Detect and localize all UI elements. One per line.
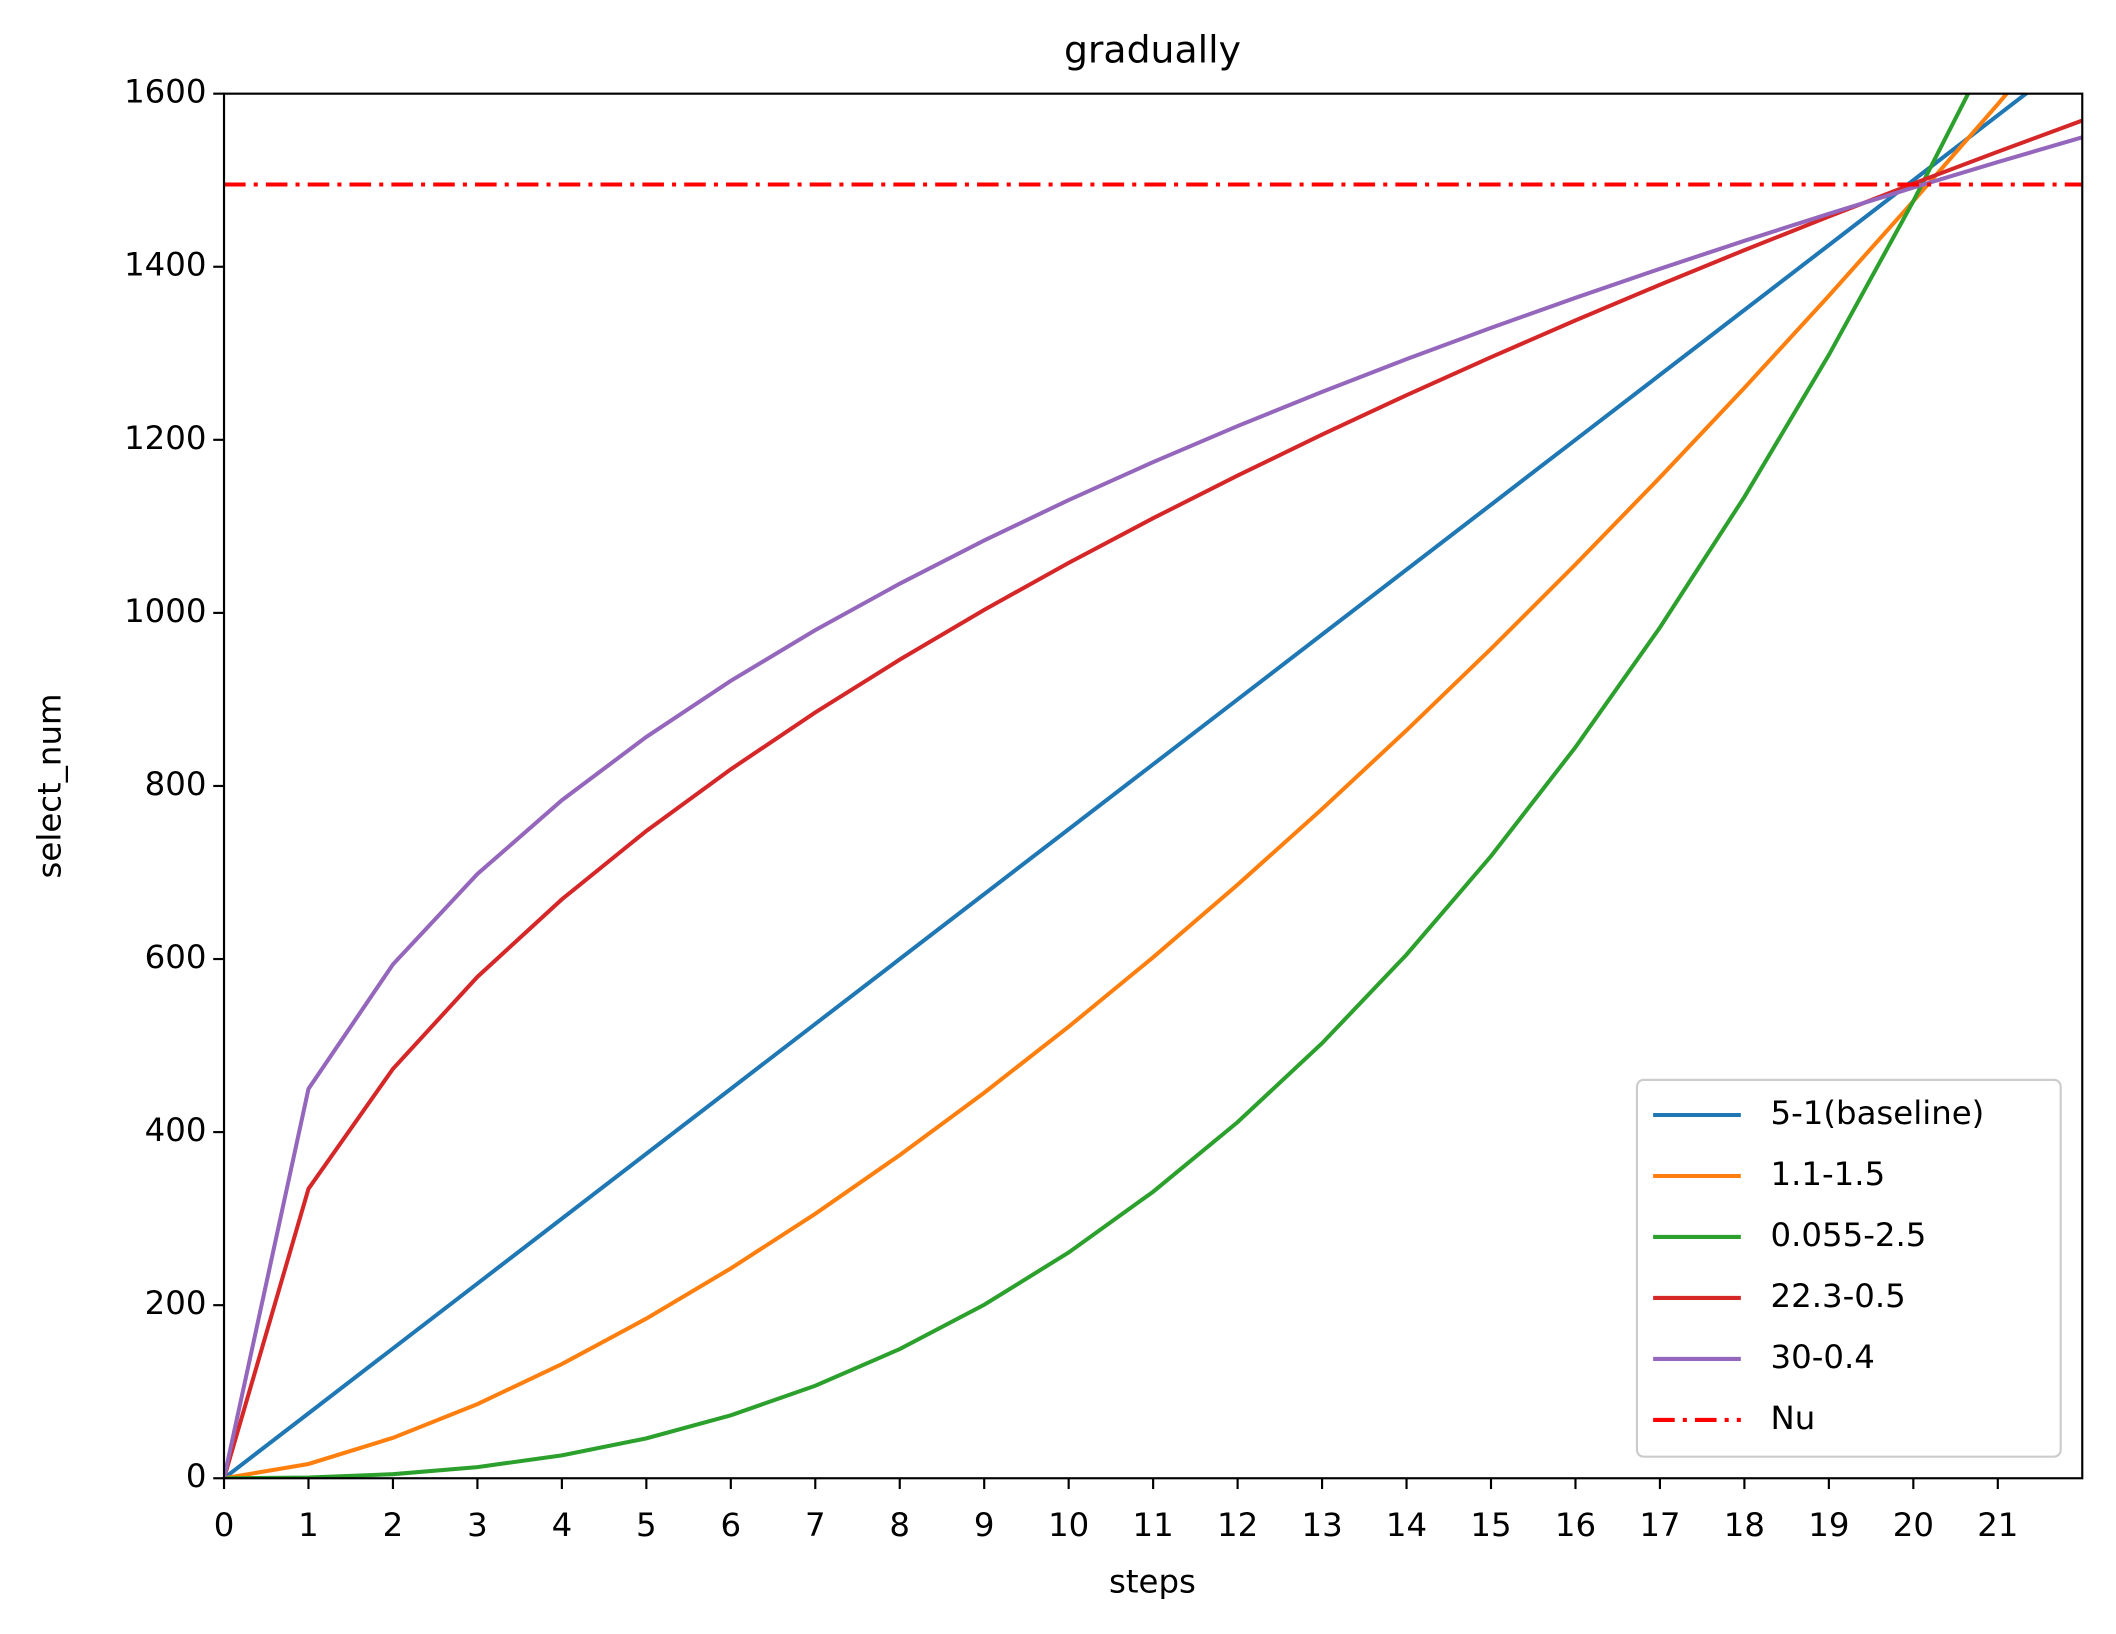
legend-box xyxy=(1635,1078,2062,1458)
x-tick-label: 14 xyxy=(1386,1506,1427,1544)
x-tick-label: 15 xyxy=(1470,1506,1511,1544)
y-tick-label: 200 xyxy=(145,1284,207,1322)
x-tick-label: 4 xyxy=(552,1506,573,1544)
x-tick-label: 11 xyxy=(1133,1506,1174,1544)
legend-label: 5-1(baseline) xyxy=(1771,1094,1985,1132)
x-tick-label: 3 xyxy=(467,1506,488,1544)
x-tick-label: 1 xyxy=(298,1506,319,1544)
x-tick-label: 12 xyxy=(1217,1506,1258,1544)
x-tick-label: 19 xyxy=(1808,1506,1849,1544)
x-tick-label: 21 xyxy=(1977,1506,2018,1544)
y-tick-label: 1600 xyxy=(124,73,206,111)
x-tick-label: 13 xyxy=(1301,1506,1342,1544)
x-tick-label: 8 xyxy=(889,1506,910,1544)
series-line xyxy=(224,93,2010,1479)
series-line xyxy=(224,93,2030,1479)
series-line xyxy=(224,118,2083,1479)
x-axis-label: steps xyxy=(1109,1563,1196,1601)
chart-title: gradually xyxy=(1064,27,1241,71)
legend-label: 0.055-2.5 xyxy=(1771,1216,1927,1254)
x-tick-label: 2 xyxy=(383,1506,404,1544)
series-line xyxy=(224,135,2083,1479)
x-tick-label: 10 xyxy=(1048,1506,1089,1544)
x-tick-label: 18 xyxy=(1724,1506,1765,1544)
y-tick-label: 800 xyxy=(145,765,207,803)
x-tick-label: 9 xyxy=(974,1506,995,1544)
legend-label: 22.3-0.5 xyxy=(1771,1277,1906,1315)
x-tick-label: 6 xyxy=(721,1506,742,1544)
x-tick-label: 16 xyxy=(1555,1506,1596,1544)
x-tick-label: 20 xyxy=(1893,1506,1934,1544)
y-tick-label: 0 xyxy=(186,1457,207,1495)
series-line xyxy=(224,93,1971,1479)
legend-label: Nu xyxy=(1771,1399,1816,1437)
x-tick-label: 17 xyxy=(1639,1506,1680,1544)
y-tick-label: 1400 xyxy=(124,246,206,284)
plot-area xyxy=(224,93,2083,1479)
y-axis-label: select_num xyxy=(30,693,68,878)
y-tick-label: 400 xyxy=(145,1111,207,1149)
x-tick-label: 0 xyxy=(214,1506,235,1544)
legend-label: 1.1-1.5 xyxy=(1771,1155,1886,1193)
y-tick-label: 600 xyxy=(145,938,207,976)
y-tick-label: 1200 xyxy=(124,419,206,457)
y-tick-label: 1000 xyxy=(124,592,206,630)
x-tick-label: 7 xyxy=(805,1506,826,1544)
legend-label: 30-0.4 xyxy=(1771,1338,1875,1376)
x-tick-label: 5 xyxy=(636,1506,657,1544)
